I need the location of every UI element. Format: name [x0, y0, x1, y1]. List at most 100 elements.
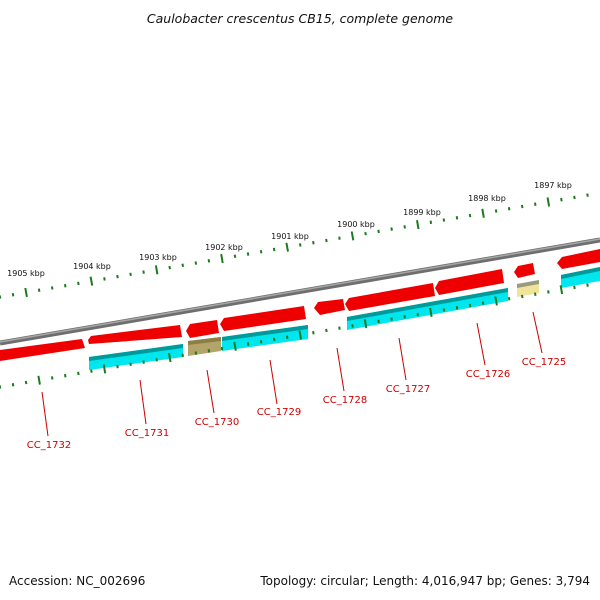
gene-label-cc-1729[interactable]: CC_1729	[257, 407, 301, 418]
inner-minor-tick	[468, 303, 472, 308]
outer-tick-ring	[0, 193, 589, 299]
inner-major-tick	[168, 352, 172, 363]
inner-minor-tick	[573, 285, 576, 290]
outer-minor-tick	[468, 213, 472, 218]
outer-minor-tick	[455, 216, 459, 220]
outer-minor-tick	[272, 247, 276, 252]
outer-minor-tick	[103, 277, 106, 281]
inner-minor-tick	[77, 371, 80, 376]
outer-minor-tick	[312, 240, 315, 245]
outer-minor-tick	[194, 261, 198, 265]
outer-minor-tick	[560, 197, 563, 202]
inner-minor-tick	[272, 337, 276, 342]
inner-minor-tick	[11, 383, 15, 387]
outer-major-tick	[546, 197, 551, 207]
gene-label-cc-1726[interactable]: CC_1726	[466, 369, 510, 380]
outer-major-tick	[89, 276, 94, 286]
gene-cc-1729-reverse-shade	[222, 325, 308, 341]
gene-label-cc-1725[interactable]: CC_1725	[522, 357, 566, 368]
gene-label-cc-1731[interactable]: CC_1731	[125, 428, 169, 439]
genome-backbone-highlight	[0, 238, 600, 343]
accession-text: Accession: NC_002696	[9, 574, 145, 588]
inner-minor-tick	[377, 319, 380, 324]
gene-cc-1727-forward	[345, 283, 435, 311]
outer-minor-tick	[586, 193, 589, 197]
gene-label-cc-1732[interactable]: CC_1732	[27, 440, 71, 451]
outer-minor-tick	[364, 231, 367, 236]
gene-cc-1730-reverse-shade	[188, 337, 221, 345]
gene-label-cc-1730[interactable]: CC_1730	[195, 417, 239, 428]
inner-minor-tick	[481, 301, 485, 305]
kbp-label-1900: 1900 kbp	[337, 220, 375, 229]
inner-major-tick	[494, 296, 498, 306]
outer-minor-tick	[50, 286, 54, 290]
leader-cc-1729	[269, 359, 278, 405]
inner-minor-tick	[207, 349, 211, 353]
outer-major-tick	[24, 287, 28, 298]
inner-minor-tick	[116, 364, 119, 369]
outer-minor-tick	[64, 283, 67, 288]
outer-minor-tick	[246, 252, 250, 256]
gene-cc-1725-reverse-shade	[517, 280, 539, 288]
outer-major-tick	[481, 208, 485, 218]
kbp-label-1905: 1905 kbp	[7, 269, 45, 278]
inner-minor-tick	[325, 328, 328, 333]
map-title: Caulobacter crescentus CB15, complete ge…	[147, 11, 453, 26]
gene-next-forward	[557, 249, 600, 269]
outer-minor-tick	[403, 225, 406, 229]
outer-minor-tick	[77, 281, 80, 286]
outer-minor-tick	[442, 218, 446, 222]
gene-label-cc-1728[interactable]: CC_1728	[323, 395, 367, 406]
genome-summary-text: Topology: circular; Length: 4,016,947 bp…	[259, 574, 590, 588]
inner-major-tick	[37, 375, 41, 385]
outer-major-tick	[416, 220, 420, 230]
inner-minor-tick	[90, 369, 93, 373]
outer-minor-tick	[207, 259, 211, 263]
inner-minor-tick	[246, 342, 250, 346]
inner-major-tick	[429, 307, 433, 317]
outer-minor-tick	[168, 265, 171, 270]
inner-major-tick	[233, 341, 237, 351]
inner-minor-tick	[547, 290, 550, 294]
gene-labels: CC_1732 CC_1731 CC_1730 CC_1729 CC_1728 …	[27, 357, 566, 451]
leader-cc-1726	[476, 322, 486, 366]
inner-minor-tick	[285, 335, 289, 339]
inner-minor-tick	[338, 326, 341, 330]
inner-minor-tick	[390, 317, 393, 321]
outer-minor-tick	[390, 227, 393, 231]
inner-minor-tick	[24, 380, 28, 385]
gene-cc-1728-forward	[314, 299, 345, 315]
leader-cc-1732	[41, 391, 49, 437]
outer-minor-tick	[520, 204, 524, 209]
outer-major-tick	[285, 242, 289, 252]
kbp-label-1898: 1898 kbp	[468, 194, 506, 203]
inner-minor-tick	[155, 358, 158, 362]
outer-minor-tick	[299, 243, 302, 247]
gene-label-cc-1727[interactable]: CC_1727	[386, 384, 430, 395]
reverse-strand	[89, 267, 600, 370]
inner-minor-tick	[416, 312, 419, 317]
outer-minor-tick	[494, 209, 498, 213]
kbp-label-1897: 1897 kbp	[534, 181, 572, 190]
inner-minor-tick	[442, 308, 446, 312]
kbp-label-1899: 1899 kbp	[403, 208, 441, 217]
leader-cc-1728	[336, 347, 345, 392]
outer-minor-tick	[338, 236, 341, 240]
outer-minor-tick	[259, 250, 263, 254]
forward-strand	[0, 249, 600, 361]
inner-minor-tick	[351, 324, 354, 328]
leader-cc-1727	[398, 337, 407, 381]
gene-leader-lines	[41, 311, 543, 437]
outer-minor-tick	[181, 263, 184, 268]
outer-minor-tick	[377, 229, 380, 234]
leader-cc-1725	[532, 311, 543, 354]
outer-minor-tick	[116, 274, 119, 279]
gene-cc-1731-forward	[88, 325, 182, 344]
inner-minor-tick	[312, 330, 315, 335]
gene-cc-1726-forward	[435, 269, 504, 295]
inner-minor-tick	[194, 351, 198, 355]
inner-minor-tick	[520, 294, 524, 299]
gene-cc-1729-forward	[220, 306, 306, 331]
inner-major-tick	[363, 319, 368, 329]
inner-major-tick	[559, 285, 564, 295]
